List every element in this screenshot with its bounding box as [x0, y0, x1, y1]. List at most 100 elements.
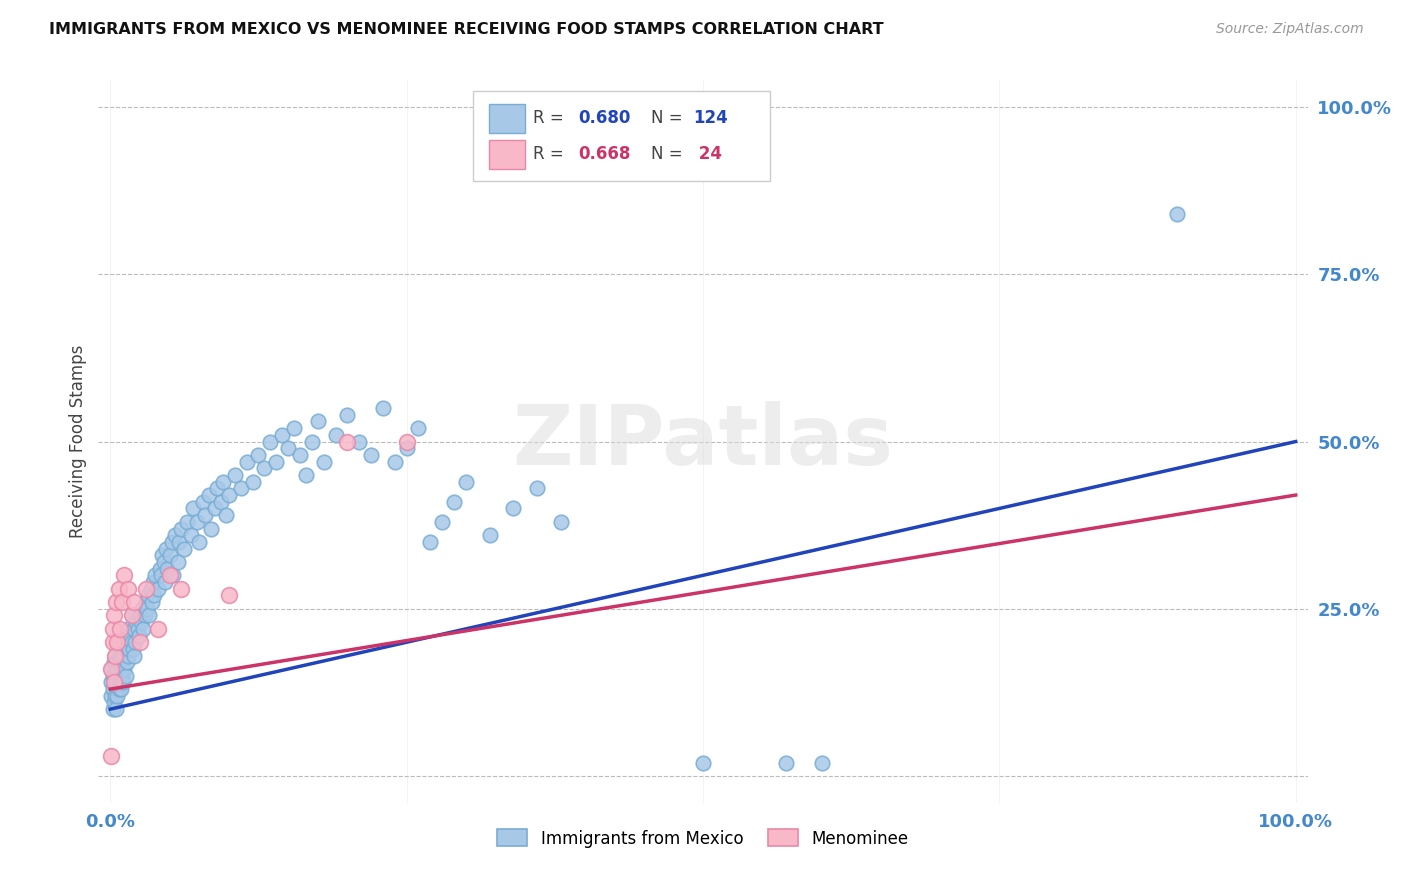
Point — [395, 442, 418, 455]
Text: R =: R = — [533, 109, 568, 128]
Point — [152, 548, 174, 563]
Point — [419, 535, 441, 549]
Legend: Immigrants from Mexico, Menominee: Immigrants from Mexico, Menominee — [489, 821, 917, 856]
Point — [215, 508, 238, 523]
Point — [105, 675, 128, 690]
Point — [277, 442, 299, 455]
Point — [122, 648, 145, 663]
Point — [229, 482, 252, 496]
Point — [191, 494, 214, 508]
Point — [159, 568, 181, 582]
Point — [264, 455, 287, 469]
Point — [124, 635, 146, 649]
Point — [295, 467, 318, 482]
Point — [105, 689, 128, 703]
Point — [235, 455, 257, 469]
Point — [139, 582, 162, 596]
Point — [134, 608, 156, 623]
Point — [104, 689, 127, 703]
Point — [194, 508, 217, 523]
Point — [146, 622, 169, 636]
Point — [432, 515, 454, 529]
Point — [100, 662, 122, 676]
Point — [122, 622, 145, 636]
Point — [104, 648, 127, 663]
Point — [107, 582, 129, 596]
Point — [253, 461, 276, 475]
Point — [115, 629, 138, 643]
Point — [384, 455, 406, 469]
Point — [117, 648, 139, 663]
Point — [105, 662, 128, 676]
Point — [176, 515, 198, 529]
Point — [111, 669, 134, 683]
Point — [312, 455, 335, 469]
Point — [103, 696, 125, 710]
Point — [167, 535, 190, 549]
Point — [121, 608, 143, 623]
Point — [143, 589, 166, 603]
Point — [170, 521, 193, 535]
FancyBboxPatch shape — [489, 140, 526, 169]
Point — [288, 448, 311, 462]
Point — [149, 562, 172, 576]
Point — [242, 475, 264, 489]
Point — [224, 467, 246, 482]
Point — [173, 541, 195, 556]
Point — [129, 635, 152, 649]
Point — [120, 629, 142, 643]
Point — [129, 615, 152, 630]
Text: N =: N = — [651, 109, 688, 128]
Point — [692, 756, 714, 770]
Point — [810, 756, 832, 770]
Point — [526, 482, 548, 496]
Point — [105, 702, 128, 716]
Text: Source: ZipAtlas.com: Source: ZipAtlas.com — [1216, 22, 1364, 37]
Point — [259, 434, 281, 449]
Point — [360, 448, 382, 462]
Point — [121, 642, 143, 657]
Point — [107, 655, 129, 669]
Point — [200, 521, 222, 535]
Point — [218, 589, 240, 603]
Point — [186, 515, 208, 529]
Point — [100, 662, 122, 676]
Point — [114, 669, 136, 683]
Point — [131, 602, 153, 616]
Point — [128, 629, 150, 643]
Point — [114, 568, 136, 582]
Point — [115, 655, 138, 669]
Point — [478, 528, 501, 542]
Point — [136, 602, 159, 616]
Point — [159, 548, 181, 563]
Point — [129, 608, 152, 623]
Point — [135, 595, 157, 609]
Text: 124: 124 — [693, 109, 728, 128]
Point — [117, 622, 139, 636]
Point — [181, 501, 204, 516]
Point — [197, 488, 219, 502]
Point — [100, 749, 122, 764]
Point — [104, 669, 127, 683]
Point — [1166, 207, 1188, 221]
Text: 0.668: 0.668 — [578, 145, 631, 163]
Point — [114, 642, 136, 657]
Point — [325, 428, 347, 442]
Point — [108, 622, 131, 636]
Point — [100, 689, 122, 703]
Point — [205, 482, 228, 496]
Point — [112, 675, 135, 690]
Point — [347, 434, 370, 449]
Point — [152, 555, 174, 569]
Point — [125, 615, 148, 630]
Point — [502, 501, 524, 516]
Point — [108, 648, 131, 663]
Point — [170, 582, 193, 596]
Point — [105, 595, 128, 609]
Point — [336, 408, 359, 422]
Point — [121, 608, 143, 623]
Point — [301, 434, 323, 449]
Point — [143, 568, 166, 582]
Point — [103, 655, 125, 669]
Text: 0.680: 0.680 — [578, 109, 631, 128]
